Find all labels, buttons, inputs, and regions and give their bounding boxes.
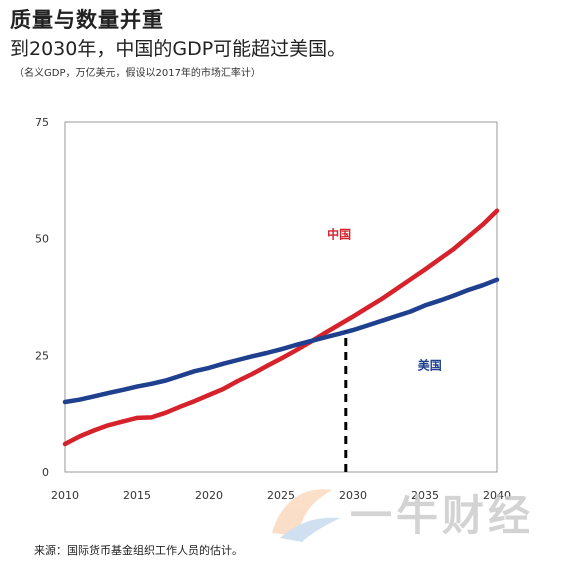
x-tick-label: 2035 (411, 489, 439, 502)
x-tick-label: 2015 (123, 489, 151, 502)
series-label-china: 中国 (327, 227, 351, 242)
plot-frame (64, 121, 498, 473)
units-note: （名义GDP，万亿美元，假设以2017年的市场汇率计） (14, 68, 261, 79)
y-tick-label: 25 (35, 349, 49, 362)
x-tick-label: 2030 (339, 489, 367, 502)
page-subtitle: 到2030年，中国的GDP可能超过美国。 (10, 38, 347, 60)
source-note: 来源：国际货币基金组织工作人员的估计。 (34, 544, 243, 557)
x-axis-ticks: 2010 2015 2020 2025 2030 2035 2040 (51, 489, 511, 502)
y-tick-label: 50 (35, 233, 49, 246)
x-tick-label: 2010 (51, 489, 79, 502)
y-tick-label: 0 (42, 466, 49, 479)
x-tick-label: 2025 (267, 489, 295, 502)
x-tick-label: 2020 (195, 489, 223, 502)
series-lines (62, 208, 500, 447)
series-line-china (62, 208, 500, 447)
page-title: 质量与数量并重 (10, 7, 164, 32)
series-line-usa (62, 277, 500, 405)
x-tick-label: 2040 (483, 489, 511, 502)
y-axis-ticks: 0 25 50 75 (35, 116, 49, 479)
series-label-usa: 美国 (418, 357, 442, 372)
y-tick-label: 75 (35, 116, 49, 129)
